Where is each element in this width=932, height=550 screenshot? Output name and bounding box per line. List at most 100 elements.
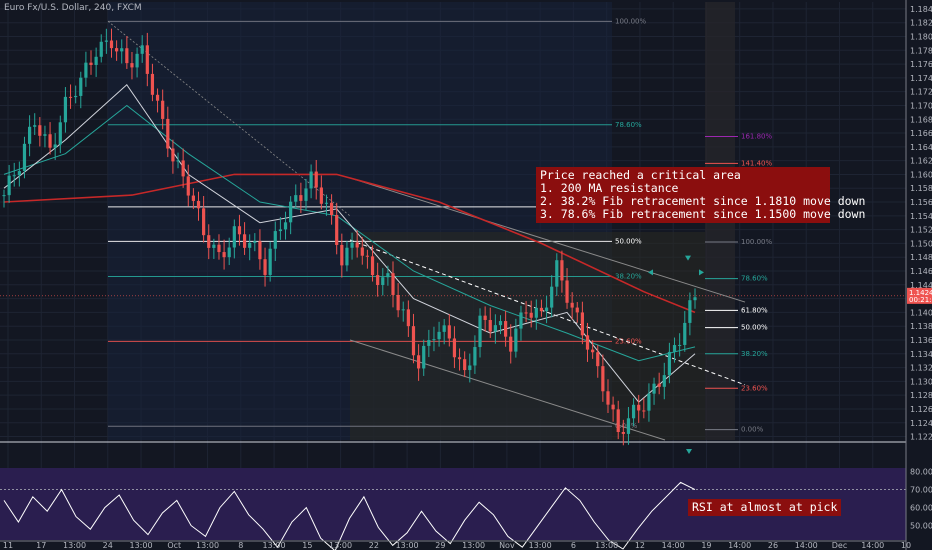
x-tick-label: 15 — [302, 541, 312, 550]
candle-body — [58, 122, 62, 145]
candle-body — [427, 340, 431, 346]
analysis-annotation: Price reached a critical area 1. 200 MA … — [536, 167, 865, 223]
candle-body — [422, 345, 426, 369]
forecast-zone — [350, 232, 705, 440]
candle-body — [457, 357, 462, 360]
candle-body — [84, 62, 88, 78]
candle-body — [48, 134, 52, 148]
candle-body — [33, 125, 37, 127]
x-tick-label: 13:00 — [529, 541, 552, 550]
candle-body — [319, 187, 323, 204]
price-box — [907, 287, 932, 304]
rsi-line — [3, 481, 696, 550]
candle-body — [104, 40, 108, 42]
y-tick-label: 1.18000 — [910, 32, 932, 41]
candle-body — [396, 294, 400, 311]
candle-body — [606, 391, 610, 405]
candle-body — [631, 404, 636, 419]
price-box-countdown: 00:21:53 — [909, 296, 932, 304]
candle-body — [212, 244, 216, 248]
candle-body — [355, 242, 359, 248]
candle-body — [560, 260, 564, 281]
x-tick-label: 13:00 — [263, 541, 286, 550]
candle-body — [27, 126, 32, 144]
candle-body — [678, 344, 682, 346]
price-channel — [107, 21, 746, 441]
candle-body — [688, 300, 692, 323]
candle-body — [63, 96, 68, 123]
y-tick-label: 1.12200 — [910, 433, 932, 442]
fib-secondary-label: 100.00% — [741, 238, 772, 246]
candle-body — [591, 349, 595, 353]
candle-body — [575, 307, 579, 313]
candle-body — [437, 331, 441, 340]
y-tick-label: 1.15600 — [910, 198, 932, 207]
chart-title: Euro Fx/U.S. Dollar, 240, FXCM — [4, 3, 142, 13]
candle-body — [585, 335, 590, 350]
fib-primary-label: 23.60% — [615, 337, 642, 345]
candle-body — [130, 63, 134, 68]
candle-body — [207, 235, 211, 248]
y-tick-label: 1.13800 — [910, 322, 932, 331]
fib-secondary-label: 61.80% — [741, 306, 768, 314]
candle-body — [621, 432, 625, 434]
candle-body — [509, 336, 513, 352]
y-tick-label: 1.16800 — [910, 115, 932, 124]
candle-body — [258, 241, 262, 260]
candle-body — [504, 321, 508, 337]
candle-body — [360, 247, 364, 256]
candle-body — [294, 195, 298, 202]
y-tick-label: 1.17800 — [910, 46, 932, 55]
candle-body — [478, 315, 482, 348]
y-tick-label: 1.18200 — [910, 19, 932, 28]
candle-body — [626, 418, 631, 434]
candle-body — [463, 359, 467, 371]
rsi-tick-label: 80.00 — [910, 468, 932, 477]
y-tick-label: 1.14800 — [910, 253, 932, 262]
y-tick-label: 1.15200 — [910, 226, 932, 235]
candle-body — [340, 244, 344, 266]
candle-body — [647, 393, 651, 411]
candle-body — [237, 226, 242, 235]
candle-body — [447, 325, 451, 339]
candle-body — [120, 48, 124, 52]
candle-body — [642, 410, 646, 412]
candle-body — [514, 328, 518, 352]
arrow-right-marker — [699, 269, 704, 276]
x-tick-label: 10 — [901, 541, 911, 550]
x-tick-label: 26 — [768, 541, 778, 550]
y-tick-label: 1.17400 — [910, 74, 932, 83]
fib-primary-label: 0.00% — [615, 422, 638, 430]
y-tick-label: 1.13000 — [910, 377, 932, 386]
candle-body — [417, 355, 421, 369]
x-tick-label: 13:00 — [329, 541, 352, 550]
candle-body — [53, 144, 57, 148]
candle-body — [109, 40, 114, 49]
candle-body — [406, 309, 410, 327]
candle-body — [99, 41, 103, 57]
candle-body — [89, 62, 93, 65]
candle-body — [150, 73, 155, 95]
candle-body — [314, 171, 318, 188]
candle-body — [217, 244, 221, 253]
candle-body — [248, 242, 252, 248]
y-tick-label: 1.16400 — [910, 143, 932, 152]
candle-body — [161, 100, 165, 119]
x-tick-label: 13:00 — [595, 541, 618, 550]
candle-body — [667, 351, 672, 376]
candle-body — [74, 95, 78, 98]
candle-body — [539, 307, 544, 312]
y-tick-label: 1.14000 — [910, 308, 932, 317]
candle-body — [43, 134, 47, 136]
fib-primary-label: 38.20% — [615, 273, 642, 281]
candle-body — [12, 175, 16, 177]
candle-body — [273, 231, 277, 249]
candle-body — [381, 277, 385, 286]
candle-body — [278, 229, 282, 232]
x-tick-label: 6 — [571, 541, 576, 550]
x-tick-label: 22 — [369, 541, 379, 550]
candle-body — [227, 247, 231, 258]
candle-body — [652, 383, 656, 394]
x-tick-label: 13:00 — [63, 541, 86, 550]
x-tick-label: 19 — [701, 541, 711, 550]
